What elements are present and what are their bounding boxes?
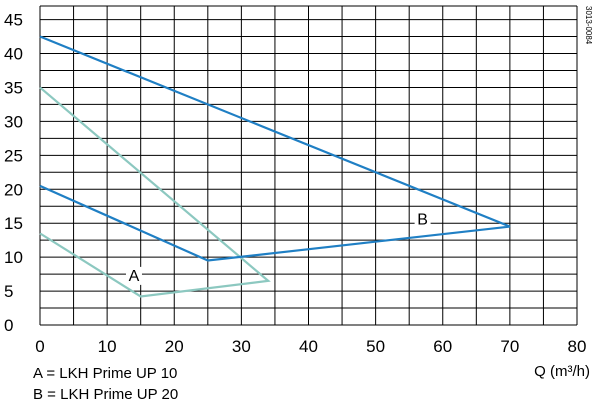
y-tick-label: 20 [4,180,23,199]
series-line-b [39,35,511,262]
y-tick-label: 0 [4,316,13,335]
legend-entry-a: A = LKH Prime UP 10 [33,365,177,382]
y-tick-label: 40 [4,45,23,64]
x-tick-label: 20 [165,337,184,356]
x-tick-label: 50 [366,337,385,356]
y-tick-label: 45 [4,11,23,30]
x-tick-label: 30 [232,337,251,356]
x-tick-label: 0 [35,337,44,356]
series-label-background [414,210,431,229]
legend-entry-b: B = LKH Prime UP 20 [33,386,178,403]
y-tick-label: 35 [4,78,23,97]
x-tick-label: 80 [568,337,587,356]
series-label-b: B [417,212,428,229]
y-tick-label: 25 [4,146,23,165]
x-axis-label: Q (m³/h) [534,363,590,380]
grid [39,5,578,326]
x-tick-label: 70 [500,337,519,356]
series-layer [39,35,511,298]
y-tick-label: 10 [4,248,23,267]
series-line-a [39,86,271,298]
series-label-background [125,266,142,285]
y-tick-label: 15 [4,214,23,233]
x-tick-label: 10 [98,337,117,356]
x-tick-label: 60 [433,337,452,356]
y-tick-label: 30 [4,112,23,131]
x-tick-label: 40 [299,337,318,356]
tick-labels: 0 10 20 30 40 50 60 70 80 0 5 10 15 20 25 30 35 40 45 [4,11,586,356]
y-tick-label: 5 [4,282,13,301]
series-labels: AB [125,210,431,285]
figure-code: 3013-0084 [584,6,593,45]
series-label-a: A [129,268,140,285]
